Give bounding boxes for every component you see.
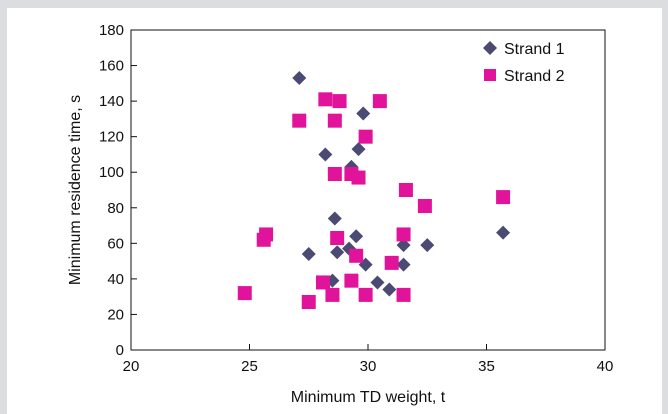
strand-2-point — [332, 94, 347, 109]
strand-1-point — [318, 147, 333, 162]
strand-2-point — [358, 287, 373, 302]
strand-2-point — [351, 170, 366, 185]
legend: Strand 1 Strand 2 — [483, 41, 565, 85]
legend-label-strand-2: Strand 2 — [504, 68, 565, 85]
y-tick-label: 80 — [107, 200, 124, 217]
x-tick-label: 30 — [360, 358, 377, 375]
strand-2-point — [318, 92, 333, 107]
strand-2-point — [358, 129, 373, 144]
strand-1-point — [301, 247, 316, 261]
y-tick-label: 0 — [116, 342, 124, 359]
x-tick-label: 20 — [123, 358, 140, 375]
strand-1-point — [327, 211, 342, 226]
strand-1-point — [382, 282, 397, 297]
legend-marker-strand-1 — [483, 41, 497, 55]
strand-1-point — [396, 238, 411, 253]
strand-2-point — [301, 295, 316, 309]
strand-1-point — [351, 142, 366, 157]
strand-2-point — [327, 167, 342, 181]
strand-2-point — [256, 232, 271, 247]
strand-2-point — [325, 287, 340, 302]
strand-1-point — [396, 257, 411, 272]
y-tick-label: 20 — [107, 306, 124, 323]
strand-1-point — [292, 71, 307, 85]
strand-2-point — [327, 113, 342, 128]
strand-2-point — [396, 287, 411, 302]
strand-2-point — [372, 94, 387, 109]
strand-2-point — [344, 273, 359, 288]
strand-1-point — [496, 225, 511, 240]
strand-2-point — [349, 248, 364, 263]
x-tick-label: 40 — [597, 358, 614, 375]
strand-1-point — [420, 238, 435, 253]
strand-2-point — [330, 231, 345, 245]
strand-1-point — [370, 275, 385, 290]
strand-1-point — [349, 229, 364, 244]
chart-panel: 20 25 30 35 40 0 20 40 60 80 100 120 140 160 180 Minim… — [7, 8, 662, 414]
strand-2-point — [417, 199, 432, 213]
y-tick-label: 180 — [99, 22, 124, 39]
strand-2-point — [384, 255, 399, 270]
x-tick-label: 35 — [478, 358, 495, 375]
legend-label-strand-1: Strand 1 — [504, 41, 565, 58]
y-tick-label: 140 — [99, 93, 124, 110]
x-axis-title: Minimum TD weight, t — [291, 389, 446, 406]
legend-marker-strand-2 — [484, 69, 496, 81]
strand-1-point — [356, 106, 371, 121]
y-tick-label: 100 — [99, 164, 124, 181]
series-strand-2 — [237, 92, 511, 309]
strand-2-point — [237, 286, 252, 301]
strand-1-point — [330, 245, 345, 260]
y-tick-label: 60 — [107, 235, 124, 252]
y-tick-label: 120 — [99, 129, 124, 146]
x-tick-label: 25 — [241, 358, 258, 375]
y-axis-title: Minimum residence time, s — [67, 95, 84, 285]
strand-2-point — [292, 113, 307, 128]
strand-2-point — [315, 275, 330, 290]
y-tick-label: 40 — [107, 271, 124, 288]
strand-2-point — [396, 227, 411, 242]
strand-2-point — [496, 190, 511, 205]
strand-2-point — [398, 183, 413, 197]
y-tick-label: 160 — [99, 58, 124, 75]
